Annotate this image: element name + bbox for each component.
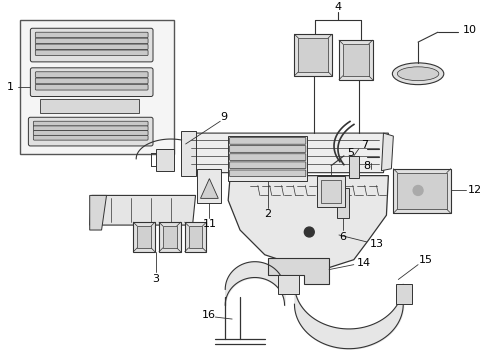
Text: 6: 6 — [339, 232, 346, 242]
Text: 15: 15 — [418, 255, 432, 265]
Bar — [137, 226, 151, 248]
Bar — [277, 275, 299, 294]
Polygon shape — [185, 133, 387, 173]
Ellipse shape — [391, 63, 443, 85]
Text: 13: 13 — [369, 239, 383, 249]
Polygon shape — [181, 131, 195, 176]
FancyBboxPatch shape — [35, 32, 148, 38]
Bar — [348, 156, 358, 177]
Text: 9: 9 — [220, 112, 227, 122]
Text: 11: 11 — [202, 219, 216, 229]
FancyBboxPatch shape — [28, 117, 153, 146]
Bar — [133, 222, 155, 252]
Text: 5: 5 — [346, 148, 354, 158]
FancyBboxPatch shape — [33, 131, 148, 135]
Bar — [188, 226, 202, 248]
Bar — [156, 149, 173, 171]
Polygon shape — [200, 179, 218, 198]
Text: 12: 12 — [467, 185, 481, 195]
FancyBboxPatch shape — [33, 135, 148, 140]
Bar — [336, 189, 348, 218]
Polygon shape — [228, 176, 387, 267]
FancyBboxPatch shape — [35, 78, 148, 84]
FancyBboxPatch shape — [30, 68, 153, 96]
Text: 2: 2 — [264, 209, 271, 219]
Ellipse shape — [397, 67, 438, 81]
FancyBboxPatch shape — [30, 28, 153, 62]
Text: 3: 3 — [152, 274, 159, 284]
Text: 10: 10 — [462, 25, 475, 35]
Bar — [342, 44, 368, 76]
Bar — [392, 169, 450, 213]
Text: 7: 7 — [360, 140, 367, 150]
FancyBboxPatch shape — [35, 38, 148, 44]
Text: 1: 1 — [7, 82, 14, 91]
Bar — [298, 38, 327, 72]
Bar — [20, 21, 173, 154]
Bar — [228, 136, 306, 181]
Bar — [397, 173, 446, 209]
FancyBboxPatch shape — [229, 170, 305, 177]
FancyBboxPatch shape — [35, 44, 148, 50]
FancyBboxPatch shape — [33, 121, 148, 126]
FancyBboxPatch shape — [229, 138, 305, 144]
Polygon shape — [89, 195, 195, 225]
Text: 14: 14 — [356, 258, 370, 268]
Bar — [184, 222, 206, 252]
FancyBboxPatch shape — [35, 84, 148, 90]
FancyBboxPatch shape — [229, 146, 305, 152]
Bar — [317, 176, 344, 207]
Bar — [40, 99, 139, 113]
Bar — [294, 34, 331, 76]
Bar — [196, 169, 221, 203]
Polygon shape — [267, 258, 328, 284]
Circle shape — [412, 185, 422, 195]
Circle shape — [304, 227, 314, 237]
Bar — [321, 180, 340, 203]
FancyBboxPatch shape — [229, 154, 305, 161]
Bar — [395, 284, 411, 304]
Text: 4: 4 — [334, 3, 341, 13]
Bar — [159, 222, 181, 252]
Text: 8: 8 — [363, 161, 369, 171]
FancyBboxPatch shape — [35, 72, 148, 77]
FancyBboxPatch shape — [35, 50, 148, 55]
Polygon shape — [89, 195, 106, 230]
Polygon shape — [381, 133, 392, 171]
FancyBboxPatch shape — [33, 126, 148, 131]
Bar — [338, 40, 372, 80]
FancyBboxPatch shape — [229, 162, 305, 168]
Text: 16: 16 — [201, 310, 215, 320]
Bar — [163, 226, 176, 248]
